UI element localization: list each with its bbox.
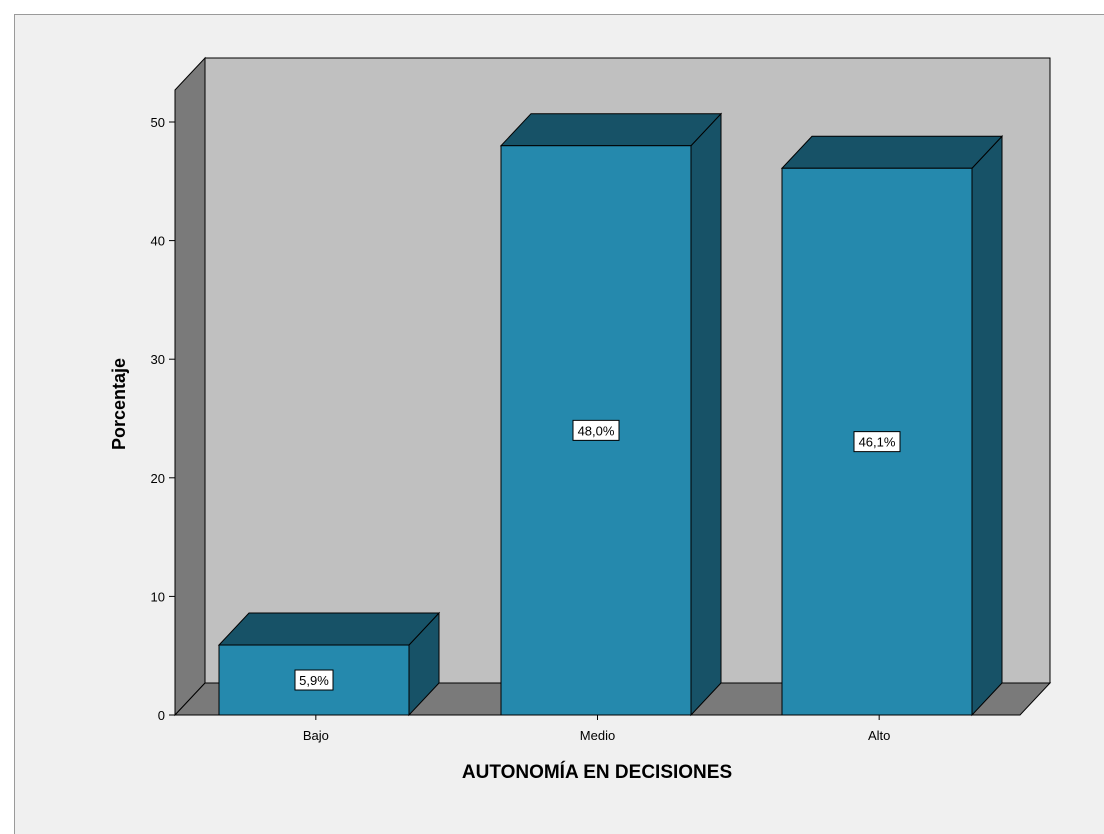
data-label-box	[572, 419, 620, 441]
bar-top	[780, 135, 1004, 169]
data-label-box	[853, 431, 901, 453]
y-tick-label: 30	[151, 352, 165, 367]
bar-side	[971, 134, 1003, 717]
side-wall	[174, 56, 206, 717]
y-tick-label: 20	[151, 471, 165, 486]
chart-data-labels: 5,9% 48,0% 46,1%	[294, 419, 901, 691]
data-label-box	[294, 669, 334, 691]
chart-bars	[217, 112, 1004, 717]
bar-top	[499, 113, 723, 147]
x-tick-label: Medio	[580, 728, 615, 743]
y-tick-label: 40	[151, 234, 165, 249]
data-label-text: 5,9%	[299, 673, 329, 688]
data-label: 46,1%	[853, 431, 901, 453]
y-tick-label: 0	[158, 708, 165, 723]
bar	[217, 611, 441, 717]
bar-side	[690, 112, 722, 717]
bar	[780, 134, 1004, 717]
data-label: 48,0%	[572, 419, 620, 441]
data-label-text: 46,1%	[859, 435, 896, 450]
data-label: 5,9%	[294, 669, 334, 691]
bar	[499, 112, 723, 717]
x-tick-label: Alto	[868, 728, 890, 743]
x-axis-title: AUTONOMÍA EN DECISIONES	[462, 761, 732, 783]
data-label-text: 48,0%	[578, 423, 615, 438]
y-tick-label: 10	[151, 589, 165, 604]
bar-top	[217, 612, 441, 646]
y-tick-label: 50	[151, 115, 165, 130]
y-axis-title: Porcentaje	[109, 358, 129, 450]
x-tick-label: Bajo	[303, 728, 329, 743]
